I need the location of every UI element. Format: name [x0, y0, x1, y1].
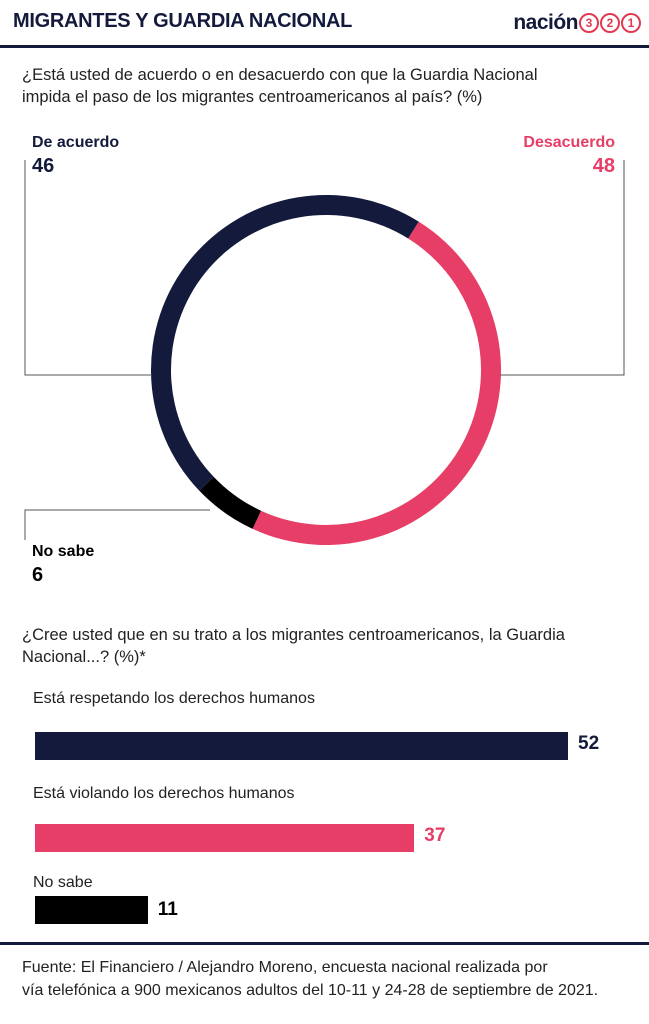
donut-question-line-1: ¿Está usted de acuerdo o en desacuerdo c…: [22, 66, 538, 84]
label-de-acuerdo: De acuerdo: [32, 134, 120, 151]
bar-no-sabe: [35, 896, 148, 924]
bar-label-respetando: Está respetando los derechos humanos: [33, 690, 315, 707]
page-title: MIGRANTES Y GUARDIA NACIONAL: [13, 10, 353, 32]
donut-slice-desacuerdo: [252, 221, 502, 546]
bar-question-line-1: ¿Cree usted que en su trato a los migran…: [22, 626, 565, 644]
header-rule: [0, 45, 649, 48]
value-no-sabe-donut: 6: [32, 564, 44, 586]
leader-de-acuerdo: [24, 160, 152, 376]
donut-question-line-2: impida el paso de los migrantes centroam…: [22, 88, 483, 106]
source-line-2: vía telefónica a 900 mexicanos adultos d…: [22, 982, 599, 999]
value-de-acuerdo: 46: [32, 155, 55, 177]
donut-question: ¿Está usted de acuerdo o en desacuerdo c…: [22, 64, 538, 108]
bar-question-line-2: Nacional...? (%)*: [22, 648, 146, 666]
bar-value-respetando: 52: [578, 733, 600, 754]
footer-rule: [0, 942, 649, 945]
logo-digit-3: 3: [579, 13, 599, 33]
bar-value-no-sabe: 11: [157, 899, 178, 920]
bar-respetando: [35, 732, 568, 760]
bar-value-violando: 37: [424, 825, 446, 846]
source-line-1: Fuente: El Financiero / Alejandro Moreno…: [22, 959, 548, 976]
bar-violando: [35, 824, 415, 852]
bar-label-no-sabe: No sabe: [33, 874, 93, 891]
bar-question: ¿Cree usted que en su trato a los migran…: [22, 624, 565, 668]
leader-no-sabe: [24, 509, 210, 540]
donut-chart: [24, 160, 625, 546]
nacion321-logo: nación 3 2 1: [513, 9, 641, 37]
leader-desacuerdo: [500, 160, 625, 376]
logo-word: nación: [513, 11, 578, 34]
source-note: Fuente: El Financiero / Alejandro Moreno…: [22, 956, 642, 1002]
label-desacuerdo: Desacuerdo: [523, 134, 615, 151]
value-desacuerdo: 48: [592, 155, 615, 177]
logo-digit-1: 1: [621, 13, 641, 33]
donut-slice-no-sabe: [199, 476, 261, 529]
logo-digit-2: 2: [600, 13, 620, 33]
label-no-sabe-donut: No sabe: [32, 543, 95, 560]
bar-label-violando: Está violando los derechos humanos: [33, 785, 295, 802]
donut-slice-de-acuerdo: [150, 194, 419, 491]
header: MIGRANTES Y GUARDIA NACIONAL nación 3 2 …: [0, 0, 649, 46]
